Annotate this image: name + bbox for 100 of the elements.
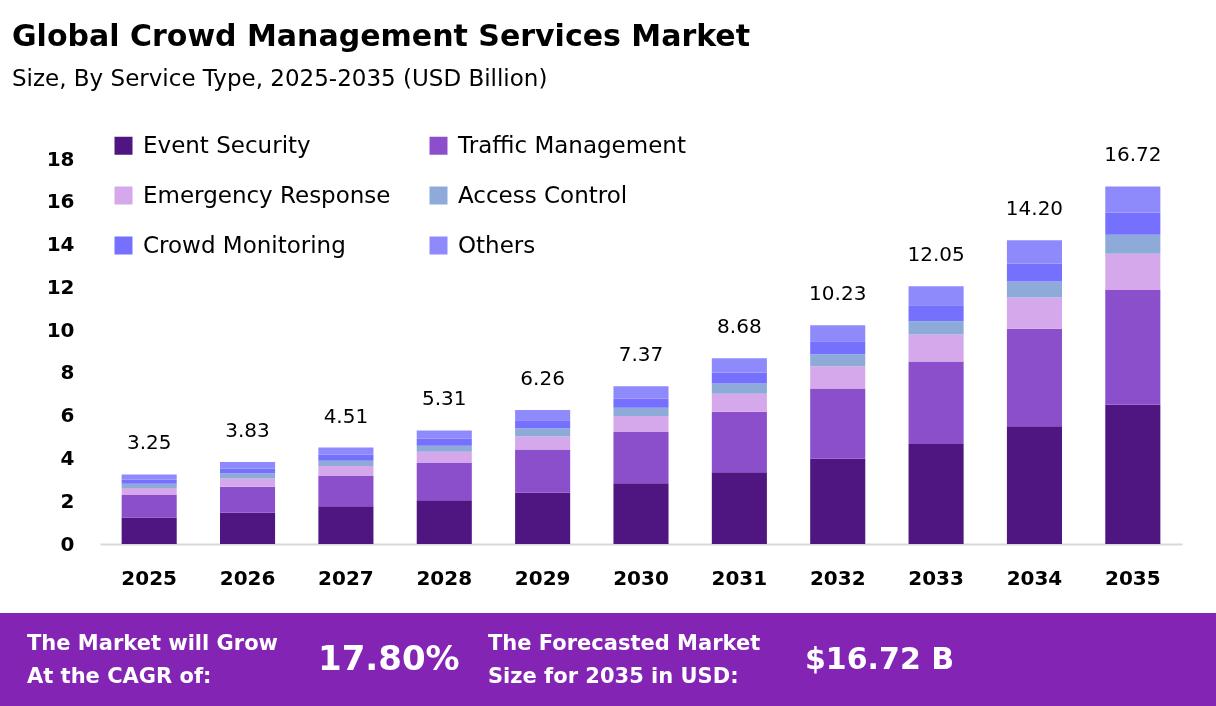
bar — [1006, 328, 1062, 427]
bar — [121, 517, 177, 544]
legend-label: Emergency Response — [143, 181, 391, 208]
bar — [1006, 281, 1062, 298]
bar — [613, 398, 669, 408]
bar — [515, 449, 571, 493]
bar — [318, 447, 374, 455]
y-tick-label: 8 — [60, 360, 75, 385]
bar — [1105, 234, 1161, 254]
bar — [220, 486, 276, 513]
bar — [220, 473, 276, 479]
y-tick-label: 4 — [60, 445, 75, 470]
total-label: 6.26 — [520, 366, 565, 391]
bar — [613, 386, 669, 399]
y-tick-label: 6 — [60, 403, 75, 428]
bar — [416, 462, 472, 501]
bar — [1105, 186, 1161, 213]
legend-label: Event Security — [143, 131, 311, 158]
bar — [121, 495, 177, 518]
legend-label: Traffic Management — [457, 131, 686, 158]
text: The Market will Grow At the CAGR of: — [27, 630, 278, 688]
y-tick-label: 16 — [46, 189, 75, 214]
bar — [908, 286, 964, 306]
bar — [613, 407, 669, 416]
total-label: 12.05 — [907, 242, 965, 267]
y-tick-label: 2 — [60, 488, 75, 513]
chart-subtitle: Size, By Service Type, 2025-2035 (USD Billion) — [12, 65, 548, 91]
bar — [121, 479, 177, 484]
total-label: 4.51 — [323, 403, 369, 428]
bar — [220, 468, 276, 474]
text: The Forecasted Market Size for 2035 in USD: — [488, 630, 761, 688]
bar — [318, 506, 374, 544]
x-tick-label: 2033 — [908, 565, 964, 590]
bar — [416, 438, 472, 446]
y-tick-label: 18 — [46, 146, 75, 171]
x-tick-label: 2034 — [1006, 565, 1063, 590]
y-tick-label: 10 — [46, 317, 75, 342]
bar — [613, 415, 669, 432]
chart-title: Global Crowd Management Services Market — [12, 18, 751, 53]
bar — [908, 305, 964, 322]
bar — [711, 411, 767, 473]
bar — [121, 474, 177, 480]
bar — [711, 383, 767, 394]
bar — [908, 444, 964, 544]
bar — [515, 410, 571, 421]
x-tick-label: 2027 — [318, 565, 374, 590]
x-tick-label: 2032 — [809, 565, 866, 590]
bar — [810, 354, 866, 367]
total-label: 7.37 — [618, 342, 664, 367]
bar — [711, 358, 767, 373]
legend-label: Others — [458, 231, 536, 258]
bar — [1006, 240, 1062, 264]
total-label: 14.20 — [1005, 196, 1064, 221]
x-tick-label: 2025 — [121, 565, 178, 590]
bar — [810, 341, 866, 355]
bar — [515, 492, 571, 544]
bar — [318, 465, 374, 476]
x-tick-label: 2029 — [514, 565, 571, 590]
x-tick-label: 2035 — [1104, 565, 1161, 590]
bar — [515, 428, 571, 437]
bar — [1006, 297, 1062, 329]
total-label: 3.25 — [126, 430, 172, 455]
bar — [416, 445, 472, 452]
total-label: 3.83 — [225, 418, 270, 443]
bar — [1006, 263, 1062, 282]
bar — [220, 462, 276, 469]
bar — [121, 483, 177, 488]
bar — [908, 334, 964, 362]
bar — [416, 500, 472, 544]
bar — [613, 483, 669, 544]
bar — [515, 420, 571, 429]
bar — [318, 460, 374, 466]
text: 17.80% — [318, 638, 460, 678]
total-label: 16.72 — [1104, 142, 1162, 167]
bar — [908, 361, 964, 445]
bar — [711, 472, 767, 544]
bar — [1105, 289, 1161, 405]
y-tick-label: 12 — [46, 274, 75, 299]
text: $16.72 B — [805, 641, 955, 676]
total-label: 8.68 — [717, 314, 762, 339]
x-tick-label: 2026 — [219, 565, 276, 590]
bar — [810, 388, 866, 459]
x-tick-label: 2031 — [711, 565, 768, 590]
bar — [121, 487, 177, 496]
legend-label: Crowd Monitoring — [143, 231, 346, 258]
bar — [318, 475, 374, 507]
x-tick-label: 2030 — [613, 565, 669, 590]
total-label: 5.31 — [422, 386, 467, 411]
bar — [416, 451, 472, 463]
y-tick-label: 14 — [46, 232, 75, 257]
bar — [416, 430, 472, 439]
bar — [1105, 212, 1161, 235]
legend-label: Access Control — [458, 181, 628, 208]
bar — [711, 393, 767, 412]
bar — [220, 478, 276, 487]
bar — [515, 436, 571, 450]
bar — [1006, 426, 1062, 544]
bar — [220, 512, 276, 544]
x-tick-label: 2028 — [416, 565, 473, 590]
bar — [318, 454, 374, 461]
